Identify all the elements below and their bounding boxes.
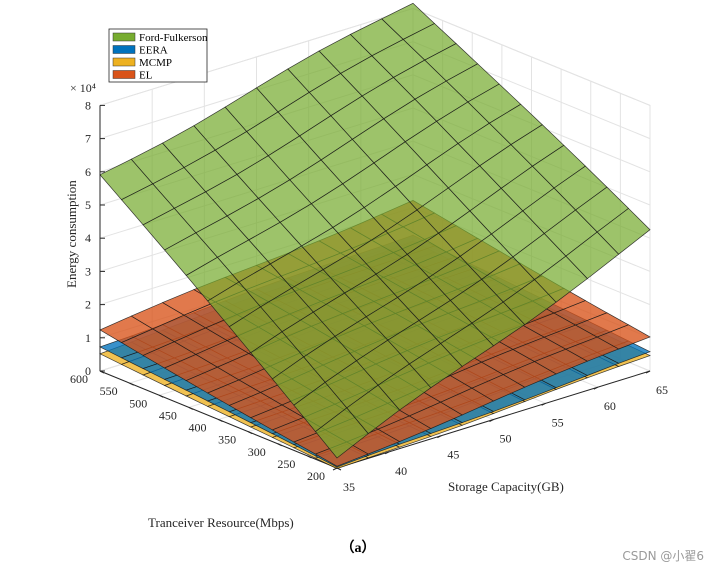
watermark: CSDN @小翟6 bbox=[622, 549, 704, 563]
y-tick-mark bbox=[247, 431, 253, 435]
surface-ford-fulkerson bbox=[99, 2, 651, 459]
z-tick-label: 1 bbox=[85, 331, 91, 345]
x-axis-label: Storage Capacity(GB) bbox=[448, 479, 564, 494]
y-tick-mark bbox=[99, 370, 105, 374]
legend-entry: EERA bbox=[139, 45, 168, 57]
y-tick-mark bbox=[188, 406, 194, 410]
legend-swatch bbox=[112, 45, 136, 54]
y-tick-label: 350 bbox=[218, 433, 236, 447]
legend-entry: Ford-Fulkerson bbox=[139, 32, 208, 44]
surface-patch bbox=[596, 207, 651, 255]
y-tick-label: 450 bbox=[159, 408, 177, 422]
x-tick-mark bbox=[541, 402, 546, 406]
surface-patch bbox=[596, 324, 651, 350]
x-tick-label: 35 bbox=[343, 480, 355, 494]
x-tick-label: 40 bbox=[395, 464, 407, 478]
y-tick-label: 200 bbox=[307, 469, 325, 483]
x-tick-mark bbox=[645, 370, 651, 374]
x-tick-mark bbox=[332, 467, 338, 471]
legend-swatch bbox=[112, 57, 136, 67]
legend-entry: MCMP bbox=[139, 57, 172, 69]
legend-entry: EL bbox=[139, 70, 153, 82]
z-tick-label: 7 bbox=[85, 132, 91, 146]
z-tick-label: 3 bbox=[85, 264, 91, 278]
x-tick-mark bbox=[437, 435, 442, 439]
y-tick-label: 550 bbox=[100, 384, 118, 398]
y-tick-label: 300 bbox=[248, 445, 266, 459]
y-tick-label: 400 bbox=[189, 421, 207, 435]
z-tick-label: 8 bbox=[85, 98, 91, 112]
y-tick-mark bbox=[336, 467, 342, 471]
y-tick-mark bbox=[159, 394, 164, 398]
x-tick-label: 65 bbox=[656, 383, 668, 397]
z-tick-label: 2 bbox=[85, 298, 91, 312]
y-tick-mark bbox=[129, 382, 134, 386]
y-tick-mark bbox=[307, 455, 312, 459]
z-tick-label: 4 bbox=[85, 231, 91, 245]
y-axis-label: Tranceiver Resource(Mbps) bbox=[148, 515, 294, 530]
figure-caption: （a） bbox=[340, 541, 376, 556]
z-tick-label: 6 bbox=[85, 165, 91, 179]
x-tick-mark bbox=[384, 451, 390, 455]
y-tick-label: 600 bbox=[70, 372, 88, 386]
z-tick-label: 5 bbox=[85, 198, 91, 212]
z-axis-label: Energy consumption bbox=[64, 180, 79, 288]
x-tick-label: 60 bbox=[604, 399, 616, 413]
y-tick-mark bbox=[277, 443, 282, 447]
z-tick-label: 0 bbox=[85, 364, 91, 378]
x-tick-label: 50 bbox=[500, 432, 512, 446]
x-tick-label: 55 bbox=[552, 415, 564, 429]
tick-layer: 0123456783540455055606520025030035040045… bbox=[70, 98, 668, 494]
y-tick-label: 250 bbox=[277, 457, 295, 471]
legend-swatch bbox=[112, 70, 136, 79]
x-tick-mark bbox=[489, 419, 494, 422]
y-tick-label: 500 bbox=[129, 396, 147, 410]
legend-swatch bbox=[112, 32, 136, 42]
z-exponent-label: × 10⁴ bbox=[70, 81, 96, 95]
x-tick-label: 45 bbox=[447, 448, 459, 462]
y-tick-mark bbox=[218, 419, 223, 422]
surface-layer bbox=[99, 2, 651, 470]
x-tick-mark bbox=[593, 386, 599, 390]
